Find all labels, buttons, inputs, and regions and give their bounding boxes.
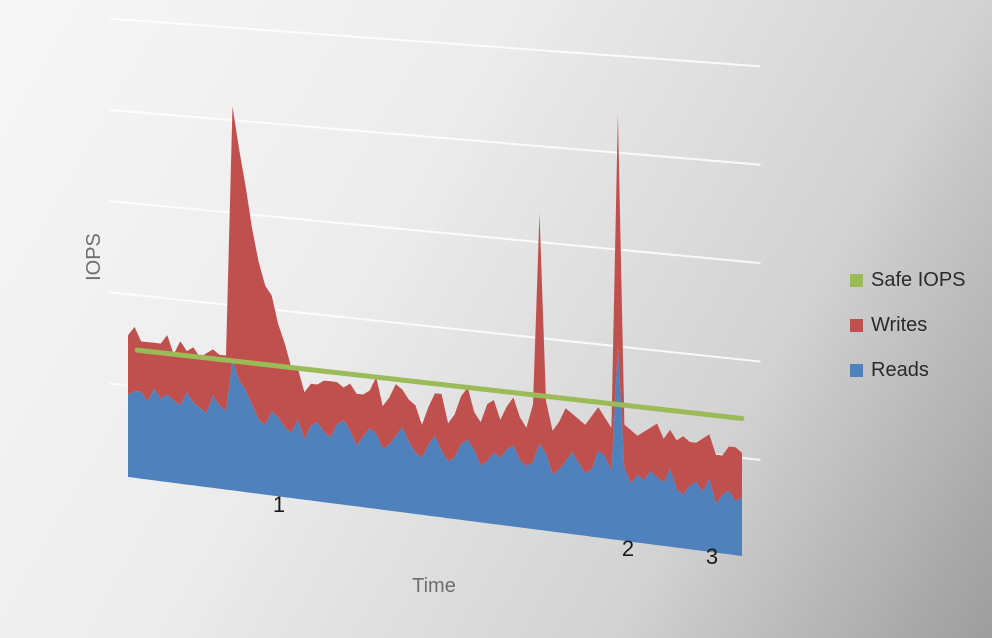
legend-label-writes: Writes [871, 314, 928, 336]
reads-area [128, 346, 742, 556]
legend-label-safe-iops: Safe IOPS [871, 269, 966, 291]
gridline-2 [109, 291, 761, 363]
y-axis-title: IOPS [83, 233, 105, 281]
legend-item-safe-iops: Safe IOPS [850, 258, 966, 303]
legend-item-writes: Writes [850, 303, 966, 348]
legend-label-reads: Reads [871, 359, 929, 381]
safe-iops-line [134, 347, 745, 422]
annotation-marker-1: 1 [273, 492, 285, 517]
gridline-3 [109, 200, 761, 265]
x-axis-title: Time [412, 575, 456, 597]
gridline-4 [109, 108, 761, 166]
legend-swatch-writes [850, 319, 863, 332]
writes-area [128, 106, 742, 504]
plot-areas [128, 106, 745, 556]
legend-swatch-reads [850, 364, 863, 377]
legend: Safe IOPS Writes Reads [850, 258, 966, 393]
annotation-marker-2: 2 [622, 536, 634, 561]
gridline-5 [109, 17, 761, 68]
legend-swatch-safe-iops [850, 274, 863, 287]
annotation-marker-3: 3 [706, 544, 718, 569]
legend-item-reads: Reads [850, 348, 966, 393]
